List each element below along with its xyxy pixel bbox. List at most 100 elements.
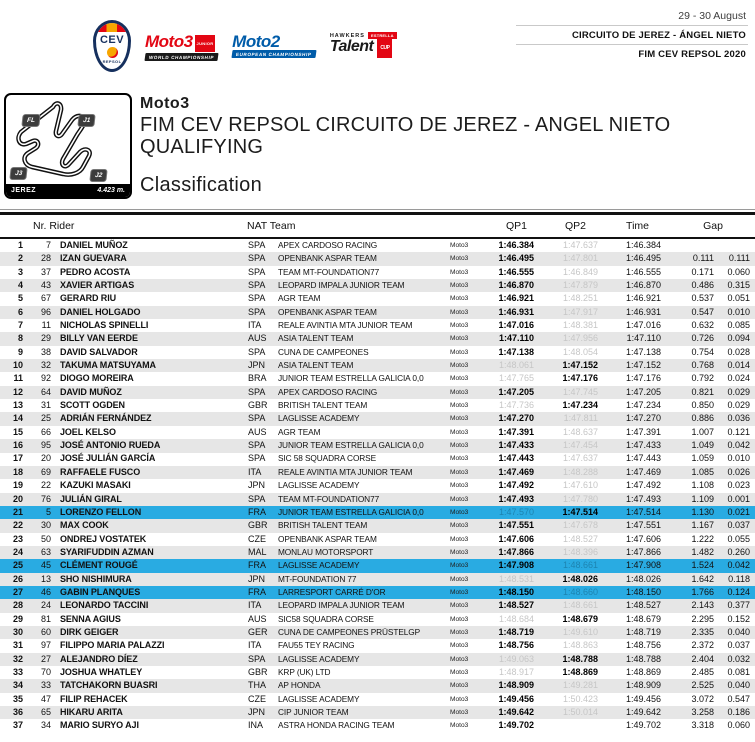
gap-to-first: 1.007	[691, 426, 714, 437]
gap-to-previous: 0.060	[727, 266, 750, 277]
best-time: 1:47.152	[625, 360, 661, 371]
qp1-time: 1:47.138	[498, 346, 534, 357]
corner-badge-j2: J2	[89, 169, 108, 182]
team-name: LAGLISSE ACADEMY	[278, 480, 360, 491]
team-name: TEAM MT-FOUNDATION77	[278, 493, 380, 504]
qp1-time: 1:47.110	[498, 333, 534, 344]
qp2-time: 1:48.637	[562, 426, 598, 437]
qp1-time: 1:48.527	[498, 600, 534, 611]
qp1-time: 1:47.493	[498, 493, 534, 504]
team-name: CUNA DE CAMPEONES PRÜSTELGP	[278, 626, 421, 637]
class-label: Moto3	[450, 335, 469, 343]
rider-name: ALEJANDRO DÍEZ	[60, 653, 138, 664]
table-row: 30 60 DIRK GEIGER GER CUNA DE CAMPEONES …	[0, 625, 755, 640]
best-time: 1:46.495	[625, 253, 661, 264]
class-label: Moto3	[450, 508, 469, 516]
best-time: 1:46.555	[625, 266, 661, 277]
position: 19	[12, 480, 23, 491]
qp2-time: 1:48.251	[562, 293, 598, 304]
rider-name: ONDREJ VOSTATEK	[60, 533, 147, 544]
gap-to-first: 2.335	[691, 626, 714, 637]
class-label: Moto3	[450, 482, 469, 490]
team-name: LAGLISSE ACADEMY	[278, 653, 360, 664]
table-row: 35 47 FILIP REHACEK CZE LAGLISSE ACADEMY…	[0, 693, 755, 706]
hawkers-red-tag: ESTRELLA	[367, 32, 397, 39]
qp2-time: 1:47.745	[562, 386, 598, 397]
rider-number: 29	[40, 333, 51, 344]
nationality: SPA	[248, 386, 266, 397]
gap-to-first: 0.768	[691, 360, 714, 371]
class-label: Moto3	[450, 722, 469, 730]
best-time: 1:47.469	[625, 466, 661, 477]
team-name: LEOPARD IMPALA JUNIOR TEAM	[278, 600, 405, 611]
moto3-logo-text: Moto3	[145, 32, 193, 51]
rider-number: 63	[40, 546, 51, 557]
nationality: SPA	[248, 493, 266, 504]
nationality: GBR	[248, 666, 268, 677]
track-outline-icon	[16, 101, 92, 177]
nationality: SPA	[248, 413, 266, 424]
qp1-time: 1:46.384	[498, 239, 534, 250]
nationality: BRA	[248, 373, 267, 384]
qp1-time: 1:47.736	[498, 400, 534, 411]
qp2-time: 1:47.917	[562, 306, 598, 317]
gap-to-first: 1.524	[691, 560, 714, 571]
rider-number: 65	[40, 707, 51, 717]
rider-number: 33	[40, 680, 51, 691]
class-label: Moto3	[450, 362, 469, 370]
position: 31	[12, 640, 23, 651]
team-name: LAGLISSE ACADEMY	[278, 693, 360, 704]
position: 33	[12, 666, 23, 677]
team-name: OPENBANK ASPAR TEAM	[278, 306, 377, 317]
gap-to-previous: 0.028	[727, 346, 750, 357]
gap-to-previous: 0.042	[727, 440, 750, 451]
rider-name: SENNA AGIUS	[60, 613, 121, 624]
rider-number: 37	[40, 266, 51, 277]
qp2-time: 1:47.956	[562, 333, 598, 344]
gap-to-first: 1.222	[691, 533, 714, 544]
class-label: Moto3	[450, 322, 469, 330]
nationality: SPA	[248, 280, 266, 290]
track-map-bar: JEREZ 4.423 m.	[6, 184, 130, 197]
rider-number: 20	[40, 453, 51, 464]
team-name: AP HONDA	[278, 680, 321, 691]
position: 37	[12, 720, 23, 731]
gap-to-first: 0.754	[691, 346, 714, 357]
repsol-ball-icon	[106, 46, 118, 58]
gap-to-previous: 0.186	[727, 707, 750, 717]
header-qp2: QP2	[564, 220, 586, 232]
qp1-time: 1:48.684	[498, 613, 534, 624]
gap-to-previous: 0.010	[727, 453, 750, 464]
class-label: Moto3	[450, 468, 469, 476]
gap-to-first: 0.886	[691, 413, 714, 424]
position: 2	[17, 253, 23, 264]
header-logos: CEV REPSOL Moto3 JUNIOR WORLD CHAMPIONSHI…	[93, 20, 397, 72]
gap-to-first: 2.372	[691, 640, 714, 651]
talent-logo-text: Talent	[329, 38, 374, 55]
team-name: MONLAU MOTORSPORT	[278, 546, 374, 557]
nationality: SPA	[248, 293, 266, 304]
best-time: 1:47.443	[625, 453, 661, 464]
table-row: 1 7 DANIEL MUÑOZ SPA APEX CARDOSO RACING…	[0, 239, 755, 252]
qp2-time: 1:47.780	[562, 493, 598, 504]
qp2-time: 1:48.661	[562, 560, 598, 571]
team-name: KRP (UK) LTD	[278, 666, 331, 677]
qp2-time: 1:48.679	[562, 613, 598, 624]
best-time: 1:48.026	[625, 573, 661, 584]
class-label: Moto3	[450, 282, 469, 289]
header-time: Time	[626, 220, 649, 232]
best-time: 1:47.866	[625, 546, 661, 557]
rider-name: ADRIÁN FERNÁNDEZ	[60, 413, 152, 424]
position: 20	[12, 493, 23, 504]
qp2-time: 1:48.026	[562, 573, 598, 584]
team-name: APEX CARDOSO RACING	[278, 386, 378, 397]
rider-name: FILIP REHACEK	[60, 693, 128, 704]
rider-name: DAVID SALVADOR	[60, 346, 138, 357]
gap-to-first: 0.486	[691, 280, 714, 290]
team-name: REALE AVINTIA MTA JUNIOR TEAM	[278, 466, 413, 477]
nationality: ITA	[248, 320, 262, 331]
team-name: JUNIOR TEAM ESTRELLA GALICIA 0,0	[278, 440, 424, 451]
qp1-time: 1:46.495	[498, 253, 534, 264]
qp1-time: 1:49.702	[498, 720, 534, 731]
best-time: 1:49.642	[625, 707, 661, 717]
